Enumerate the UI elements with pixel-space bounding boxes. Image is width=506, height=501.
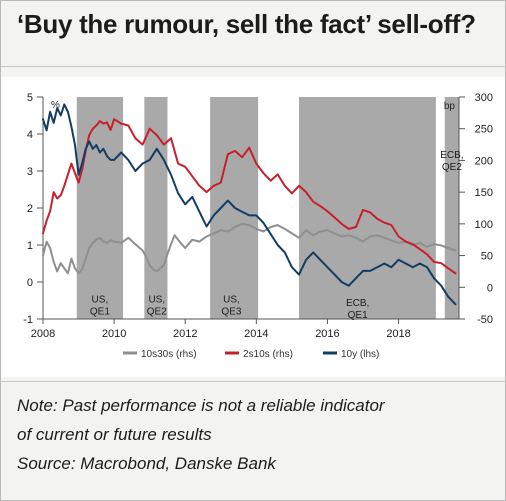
right-tick-label: 200	[475, 155, 493, 167]
shaded-period-1	[76, 97, 123, 319]
period-label: QE2	[442, 162, 462, 173]
left-tick-label: 3	[27, 166, 33, 178]
x-tick-label: 2010	[102, 328, 126, 340]
right-tick-label: 300	[475, 92, 493, 104]
x-tick-label: 2008	[31, 328, 55, 340]
period-label: ECB,	[346, 298, 369, 309]
left-tick-label: 2	[27, 203, 33, 215]
x-tick-label: 2018	[386, 328, 410, 340]
x-tick-label: 2012	[173, 328, 197, 340]
note-line-1: Note: Past performance is not a reliable…	[17, 396, 385, 415]
right-tick-label: -50	[477, 314, 493, 326]
x-tick-label: 2016	[315, 328, 339, 340]
title-divider	[1, 66, 505, 67]
notes-block: Note: Past performance is not a reliable…	[17, 391, 385, 478]
right-axis-unit: bp	[444, 101, 456, 112]
period-label: US,	[92, 294, 109, 305]
series-line-s10s30s	[42, 222, 457, 275]
legend-label-s10s30s: 10s30s (rhs)	[141, 349, 197, 360]
period-label: ECB,	[440, 150, 463, 161]
period-label: QE3	[221, 306, 241, 317]
shaded-period-4	[299, 97, 436, 319]
right-tick-label: 150	[475, 187, 493, 199]
right-tick-label: 0	[487, 282, 493, 294]
left-tick-label: -1	[23, 314, 33, 326]
line-chart: -1 0 1 2 3 4 5% -50 0 50 100 150 200 250 300 bp 2008 2010…	[23, 92, 493, 360]
x-tick-label: 2014	[244, 328, 268, 340]
source-line: Source: Macrobond, Danske Bank	[17, 454, 276, 473]
right-tick-label: 250	[475, 124, 493, 136]
legend-label-s2s10s: 2s10s (rhs)	[243, 349, 293, 360]
chart-area: -1 0 1 2 3 4 5% -50 0 50 100 150 200 250 300 bp 2008 2010…	[1, 77, 505, 377]
series-line-s2s10s	[42, 118, 457, 275]
period-label: QE1	[348, 310, 368, 321]
legend-label-s10y: 10y (lhs)	[341, 349, 379, 360]
series-line-s10y	[42, 103, 457, 306]
left-tick-label: 0	[27, 277, 33, 289]
right-tick-label: 50	[481, 251, 493, 263]
right-tick-label: 100	[475, 219, 493, 231]
period-label: US,	[148, 294, 165, 305]
note-line-2: of current or future results	[17, 425, 212, 444]
period-label: US,	[223, 294, 240, 305]
period-label: QE1	[90, 306, 110, 317]
left-tick-label: 4	[27, 129, 33, 141]
shaded-period-2	[144, 97, 168, 319]
left-tick-label: 1	[27, 240, 33, 252]
period-label: QE2	[147, 306, 167, 317]
left-axis-unit: %	[51, 100, 60, 111]
left-tick-label: 5	[27, 92, 33, 104]
chart-title: ‘Buy the rumour, sell the fact’ sell-off…	[17, 9, 476, 39]
shaded-period-5	[444, 97, 459, 319]
notes-divider	[1, 381, 505, 382]
